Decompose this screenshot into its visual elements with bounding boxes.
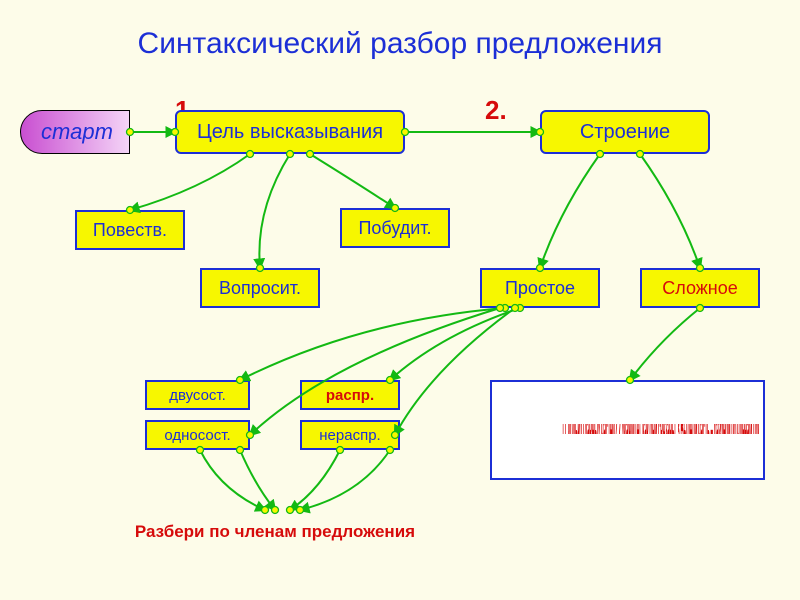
- edge-2: [130, 154, 250, 210]
- edge-9: [250, 308, 500, 435]
- edge-15: [300, 450, 390, 510]
- node-povestv: Повеств.: [75, 210, 185, 250]
- node-povestv-label: Повеств.: [93, 220, 167, 241]
- node-neraspr: нераспр.: [300, 420, 400, 450]
- node-dvusost-label: двусост.: [169, 387, 226, 404]
- edge-6: [640, 154, 700, 268]
- node-purpose: Цель высказывания: [175, 110, 405, 154]
- diagram-title: Синтаксический разбор предложения: [0, 27, 800, 61]
- node-voprosit-label: Вопросит.: [219, 278, 301, 299]
- node-odnosost: односост.: [145, 420, 250, 450]
- node-voprosit: Вопросит.: [200, 268, 320, 308]
- edge-7: [240, 308, 505, 380]
- edge-14: [290, 450, 340, 510]
- edge-4: [310, 154, 395, 208]
- node-pobudit: Побудит.: [340, 208, 450, 248]
- edge-13: [240, 450, 275, 510]
- node-neraspr-label: нераспр.: [319, 427, 380, 444]
- node-purpose-label: Цель высказывания: [197, 121, 383, 144]
- step-number-two: 2.: [485, 95, 507, 126]
- node-slozhnoe: Сложное: [640, 268, 760, 308]
- node-raspr-label: распр.: [326, 387, 374, 404]
- node-pobudit-label: Побудит.: [358, 218, 431, 239]
- node-prostoe-label: Простое: [505, 278, 575, 299]
- edge-12: [200, 450, 265, 510]
- node-structure-label: Строение: [580, 121, 670, 144]
- edge-3: [259, 154, 290, 268]
- node-start: старт: [20, 110, 130, 154]
- bottom-instruction: Разбери по членам предложения: [105, 522, 445, 542]
- edge-11: [630, 308, 700, 380]
- complexbox-text: 1.Сколько главных частей? 2.Укажи(те), к…: [496, 424, 759, 434]
- node-structure: Строение: [540, 110, 710, 154]
- node-start-label: старт: [41, 119, 113, 145]
- edge-5: [540, 154, 600, 268]
- node-slozhnoe-label: Сложное: [662, 278, 738, 299]
- node-prostoe: Простое: [480, 268, 600, 308]
- diagram-stage: Синтаксический разбор предложения1.2.ста…: [0, 0, 800, 600]
- node-odnosost-label: односост.: [164, 427, 230, 444]
- edge-8: [390, 308, 520, 380]
- node-raspr: распр.: [300, 380, 400, 410]
- node-dvusost: двусост.: [145, 380, 250, 410]
